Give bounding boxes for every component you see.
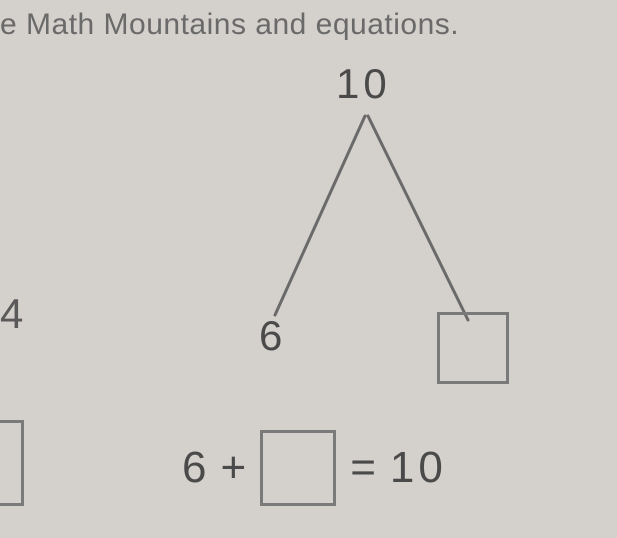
- mountain-right-base-blank[interactable]: [437, 312, 509, 384]
- equation: 6 + = 10: [182, 430, 447, 506]
- equation-left-operand: 6: [182, 443, 206, 493]
- math-mountain-diagram: 10 6: [170, 60, 570, 380]
- mountain-left-line: [275, 116, 365, 315]
- left-edge-partial-number: 4: [0, 290, 23, 338]
- equation-equals: =: [350, 443, 376, 493]
- equation-blank-box[interactable]: [260, 430, 336, 506]
- mountain-apex-value: 10: [336, 60, 391, 108]
- equation-result: 10: [390, 443, 447, 493]
- mountain-left-base-value: 6: [259, 312, 282, 360]
- left-edge-partial-box: [0, 420, 24, 506]
- mountain-lines: [230, 110, 520, 330]
- worksheet-header: e Math Mountains and equations.: [0, 8, 459, 42]
- equation-operator: +: [220, 443, 246, 493]
- mountain-right-line: [368, 116, 468, 320]
